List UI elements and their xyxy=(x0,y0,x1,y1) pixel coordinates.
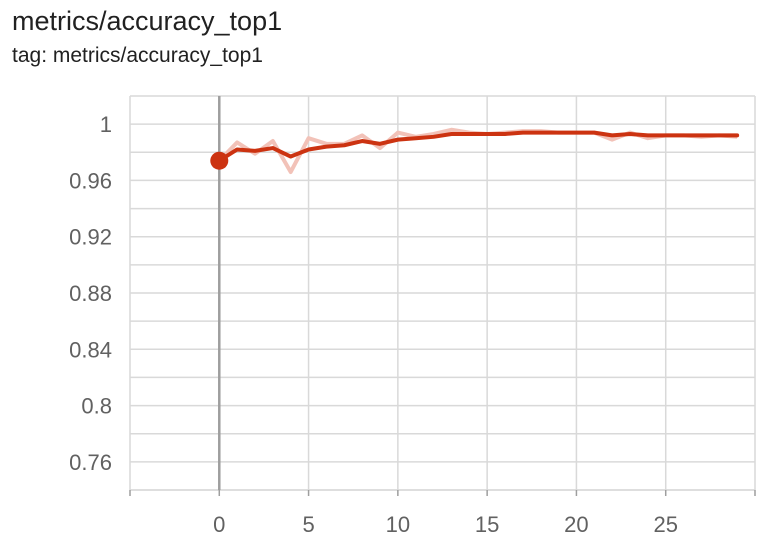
chart-area[interactable]: 0.76 0.8 0.84 0.88 0.92 0.96 1 0 5 10 15 20 25 xyxy=(0,80,775,552)
y-tick-label: 0.88 xyxy=(69,281,112,306)
chart-tag: tag: metrics/accuracy_top1 xyxy=(12,44,263,67)
y-tick-label: 0.8 xyxy=(81,394,112,419)
card-header: metrics/accuracy_top1 tag: metrics/accur… xyxy=(12,4,765,70)
y-tick-label: 0.96 xyxy=(69,168,112,193)
highlight-point xyxy=(210,151,229,170)
y-tick-label: 1 xyxy=(100,112,112,137)
smoothed-series-line xyxy=(217,130,740,163)
grid xyxy=(129,95,756,491)
x-tick-label: 0 xyxy=(213,512,225,537)
series xyxy=(210,127,740,174)
y-tick-label: 0.84 xyxy=(69,337,112,362)
x-tick-label: 15 xyxy=(475,512,499,537)
x-tick-label: 25 xyxy=(653,512,677,537)
x-tick-label: 5 xyxy=(302,512,314,537)
x-tick-label: 10 xyxy=(386,512,410,537)
y-tick-label: 0.92 xyxy=(69,225,112,250)
y-tick-label: 0.76 xyxy=(69,450,112,475)
chart-title: metrics/accuracy_top1 xyxy=(12,6,283,36)
x-tick-label: 20 xyxy=(564,512,588,537)
